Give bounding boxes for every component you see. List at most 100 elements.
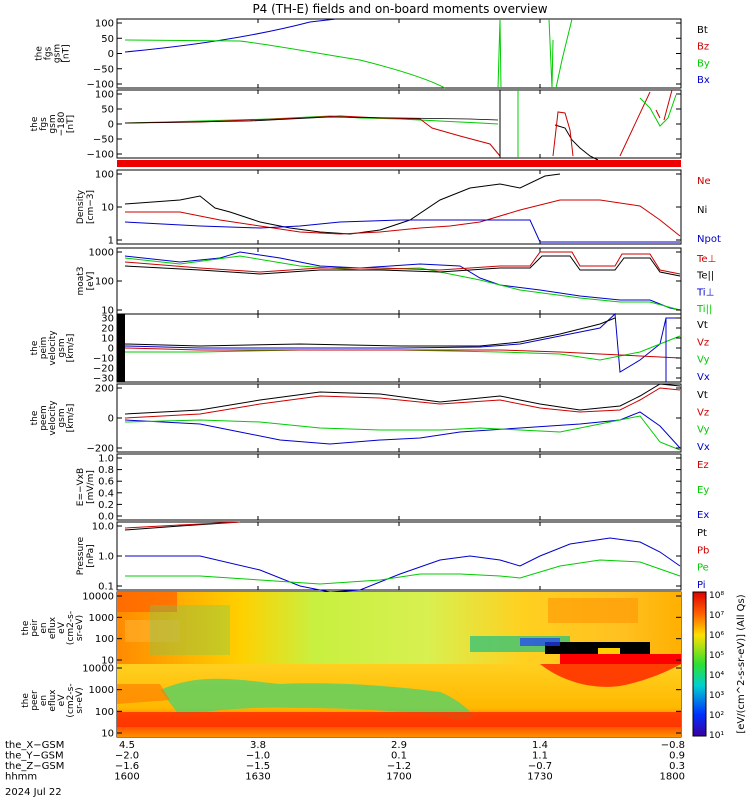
y-axis-label: (cm2-s- xyxy=(66,611,76,645)
y-tick-label: 1000 xyxy=(89,685,114,696)
pb-trace xyxy=(124,521,241,529)
legend-item: Vy xyxy=(697,425,710,436)
y-tick-label: 10 xyxy=(101,656,114,667)
panel-peim-velocity xyxy=(117,312,681,382)
legend-item: Bz xyxy=(697,42,709,53)
y-axis-label: fgs xyxy=(39,117,49,131)
legend-item: Ex xyxy=(697,510,709,521)
y-tick-label: −100 xyxy=(87,150,114,161)
y-tick-label: 100 xyxy=(95,90,114,101)
legend-item: Ne xyxy=(697,176,711,187)
peem-vx xyxy=(124,411,681,449)
flag-bar xyxy=(117,160,681,167)
panel-fgs-180 xyxy=(124,89,677,161)
p2-right-red xyxy=(552,89,673,157)
y-axis-label: eflux xyxy=(48,689,58,712)
peir-black-band xyxy=(545,642,650,654)
y-tick-label: 10 xyxy=(101,729,114,740)
y-axis-label: [nT] xyxy=(66,115,76,133)
peir-left-red xyxy=(117,592,177,612)
y-tick-label: 0 xyxy=(108,120,114,131)
y-axis-label: peem xyxy=(39,405,49,431)
y-tick-label: 200 xyxy=(95,384,114,395)
y-axis-label: [nT] xyxy=(62,44,72,62)
legend-item: By xyxy=(697,58,710,69)
y-axis-label: velocity xyxy=(48,330,58,366)
x-axis-value: 1730 xyxy=(527,772,552,783)
x-axis-value: −2.0 xyxy=(115,751,139,762)
y-tick-label: 30 xyxy=(101,314,114,325)
colorbar-label: [eV/(cm^2-s-sr-eV)] (All Qs) xyxy=(736,594,747,733)
x-axis-value: −0.7 xyxy=(528,761,552,772)
pe-trace xyxy=(125,559,681,585)
legend-item: Vt xyxy=(697,390,708,401)
peir-left-band xyxy=(125,620,180,642)
y-tick-label: 1.0 xyxy=(98,552,114,563)
y-axis-label: −180 xyxy=(57,111,67,136)
by-spikes xyxy=(497,18,573,89)
y-tick-label: 100 xyxy=(95,170,114,181)
x-axis-value: 1.4 xyxy=(532,740,548,751)
panel-frame xyxy=(116,89,682,159)
y-tick-label: −50 xyxy=(93,64,114,75)
y-axis-label: [km/s] xyxy=(66,404,76,433)
y-axis-label: gsm xyxy=(53,44,63,63)
colorbar-tick: 10⁵ xyxy=(709,651,724,661)
colorbar-tick: 10⁴ xyxy=(709,671,724,681)
y-axis-label: eV xyxy=(57,621,67,634)
y-axis-label: the xyxy=(30,340,40,355)
y-axis-label: the xyxy=(21,620,31,635)
colorbar-tick: 10⁷ xyxy=(709,611,724,621)
colorbar-tick: 10³ xyxy=(709,691,724,701)
x-axis-value: 1700 xyxy=(386,772,411,783)
y-tick-label: −100 xyxy=(87,80,114,91)
y-tick-label: 100 xyxy=(95,19,114,30)
panel-peir-spectrogram xyxy=(117,592,681,664)
panel-frame xyxy=(116,169,682,245)
y-tick-label: 10000 xyxy=(82,592,114,603)
p2-right-black xyxy=(554,124,599,161)
legend-item: Pb xyxy=(697,545,709,556)
peer-red-blob xyxy=(540,664,681,687)
legend-item: Pt xyxy=(697,528,707,539)
y-tick-label: 10 xyxy=(101,203,114,214)
p2-right-green xyxy=(639,94,677,127)
legend-item: Vt xyxy=(697,320,708,331)
x-axis-row-label: the_Z−GSM xyxy=(5,761,64,772)
y-tick-label: −30 xyxy=(93,374,114,385)
peir-green-left xyxy=(150,605,230,655)
x-axis-value: −1.5 xyxy=(246,761,270,772)
colorbar-ticks: 10⁸ 10⁷ 10⁶ 10⁵ 10⁴ 10³ 10² 10¹ xyxy=(709,591,724,741)
colorbar-tick: 10¹ xyxy=(709,731,724,741)
x-axis-value: −1.0 xyxy=(246,751,270,762)
peer-green-band xyxy=(160,678,475,720)
panel-frame xyxy=(116,247,682,315)
y-axis-label: E=−VxB xyxy=(76,468,86,506)
y-axis-label: (cm2-s- xyxy=(66,683,76,717)
panel-frame xyxy=(116,18,682,89)
y-axis-label: [mV/m] xyxy=(86,470,96,504)
y-tick-label: 1000 xyxy=(89,248,114,259)
p2-red xyxy=(124,115,501,157)
y-axis-label: peim xyxy=(39,337,49,360)
y-tick-label: 1000 xyxy=(89,613,114,624)
y-axis-label: velocity xyxy=(48,400,58,436)
y-tick-label: 0.8 xyxy=(98,465,114,476)
panel-density xyxy=(124,173,681,243)
legend-item: Ti|| xyxy=(696,304,712,315)
y-tick-label: −50 xyxy=(93,135,114,146)
p2-black xyxy=(124,116,499,124)
y-axis-label: en xyxy=(39,622,49,633)
peim-vx xyxy=(124,312,680,373)
y-axis-label: [km/s] xyxy=(66,334,76,363)
panel-peer-spectrogram xyxy=(117,664,681,737)
panel-frame xyxy=(116,383,682,453)
y-axis-label: sr-eV) xyxy=(75,687,85,713)
y-tick-label: 10.0 xyxy=(92,522,114,533)
y-axis-labels: the fgs gsm [nT]the fgs gsm −180 [nT]Density [cm… xyxy=(21,44,96,718)
by-trace xyxy=(124,39,446,89)
peer-red-bottom xyxy=(117,712,681,727)
x-axis-value: 1600 xyxy=(114,772,139,783)
y-tick-label: 20 xyxy=(101,324,114,335)
legend-item: Ti⊥ xyxy=(696,287,714,298)
